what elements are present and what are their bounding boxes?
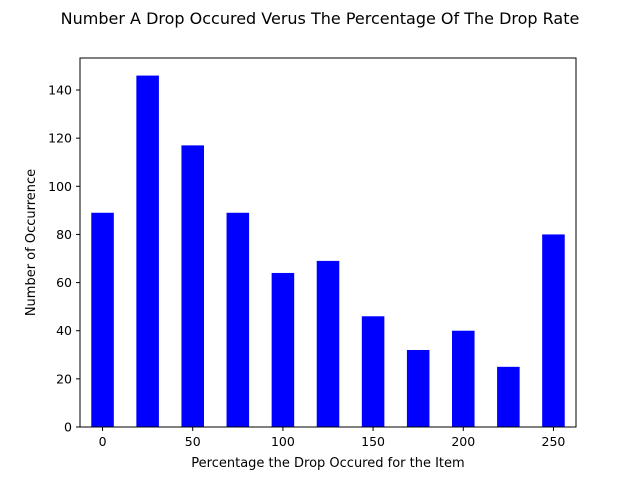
x-tick-label: 0 [99, 434, 107, 449]
y-tick-label: 40 [56, 323, 72, 338]
x-axis-ticks: 0 50 100 150 200 250 [99, 427, 566, 449]
bar [361, 316, 385, 427]
y-axis-ticks: 0 20 40 60 80 100 120 140 [48, 83, 80, 435]
bar [181, 145, 204, 427]
chart-title: Number A Drop Occured Verus The Percenta… [61, 9, 580, 28]
bar [316, 260, 340, 427]
x-axis-label: Percentage the Drop Occured for the Item [191, 456, 464, 471]
plot-frame [79, 57, 577, 428]
y-tick-label: 20 [56, 371, 72, 386]
bar [497, 366, 520, 427]
bar [406, 349, 430, 427]
y-tick-label: 60 [56, 275, 72, 290]
bar [271, 272, 295, 427]
y-tick-label: 120 [48, 131, 72, 146]
bar [452, 330, 475, 427]
x-tick-label: 150 [361, 434, 385, 449]
y-tick-label: 0 [64, 420, 72, 435]
bar [226, 212, 250, 427]
y-tick-label: 80 [56, 227, 72, 242]
bar [542, 234, 565, 427]
y-tick-label: 140 [48, 83, 72, 98]
y-axis-label: Number of Occurrence [24, 169, 39, 316]
y-tick-label: 100 [48, 179, 72, 194]
x-tick-label: 100 [271, 434, 295, 449]
bars-group [91, 75, 565, 427]
x-tick-label: 50 [185, 434, 201, 449]
bar [91, 212, 114, 427]
x-tick-label: 200 [451, 434, 475, 449]
bar [136, 75, 159, 427]
x-tick-label: 250 [542, 434, 566, 449]
